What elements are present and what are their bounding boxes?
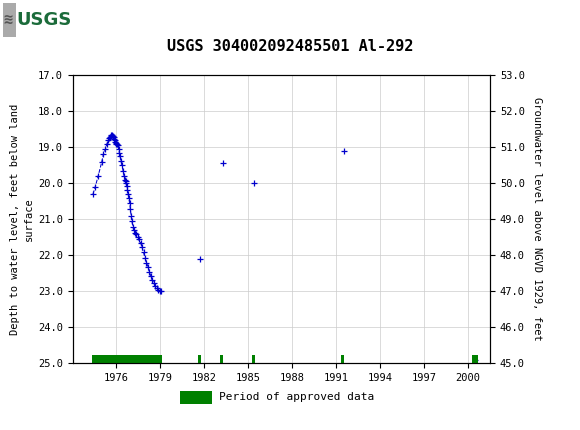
Bar [198, 356, 201, 363]
Text: ≋: ≋ [3, 12, 13, 28]
Bar [472, 356, 478, 363]
Bar [220, 356, 223, 363]
Y-axis label: Groundwater level above NGVD 1929, feet: Groundwater level above NGVD 1929, feet [532, 98, 542, 341]
FancyBboxPatch shape [3, 3, 16, 37]
Bar [252, 356, 255, 363]
Bar [340, 356, 345, 363]
Text: Period of approved data: Period of approved data [219, 393, 374, 402]
Bar [92, 356, 162, 363]
Bar [180, 391, 212, 404]
Y-axis label: Depth to water level, feet below land
surface: Depth to water level, feet below land su… [10, 104, 34, 335]
FancyBboxPatch shape [3, 3, 58, 37]
Text: USGS 304002092485501 Al-292: USGS 304002092485501 Al-292 [167, 39, 413, 54]
Text: USGS: USGS [16, 11, 71, 29]
